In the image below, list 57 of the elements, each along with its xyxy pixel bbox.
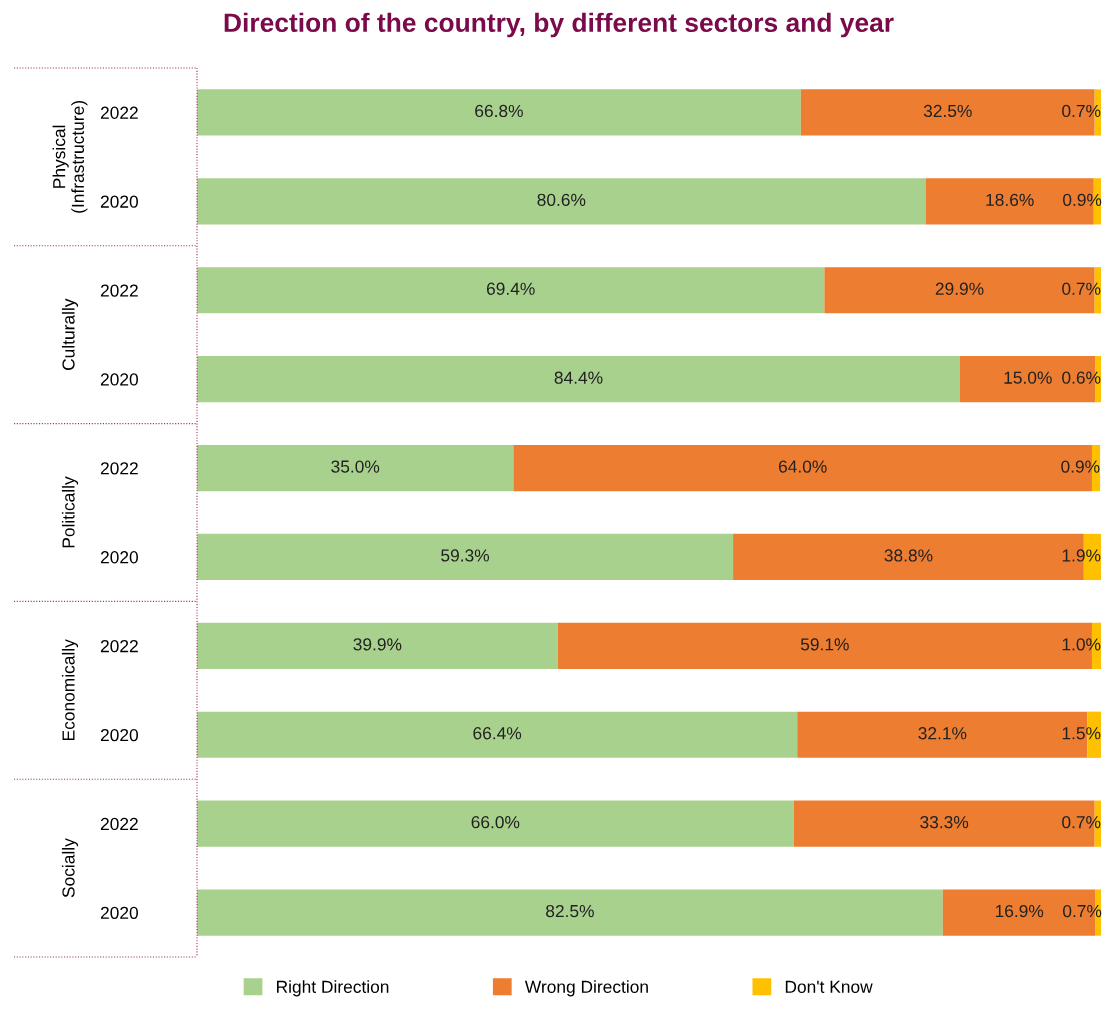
text: Culturally xyxy=(61,298,79,370)
data-label: 32.1% xyxy=(918,727,967,740)
data-label: 59.3% xyxy=(441,549,490,562)
legend-label: Right Direction xyxy=(277,980,389,997)
text: Socially xyxy=(61,838,79,898)
data-label: 0.7% xyxy=(1062,816,1101,829)
y-tick-label: 2022 xyxy=(100,106,138,119)
data-label: 80.6% xyxy=(537,193,586,207)
bar xyxy=(197,267,825,314)
data-label: 64.0% xyxy=(778,460,827,473)
y-tick-label: 2020 xyxy=(100,906,138,920)
data-label: 1.5% xyxy=(1062,727,1101,740)
data-label: 29.9% xyxy=(935,282,984,295)
legend-label: Wrong Direction xyxy=(524,980,648,997)
y-tick-label: 2020 xyxy=(100,728,138,742)
data-label: 35.0% xyxy=(331,460,380,473)
bar xyxy=(197,178,926,225)
data-label: 39.9% xyxy=(353,638,402,651)
data-label: 66.4% xyxy=(473,727,522,740)
data-label: 66.8% xyxy=(475,104,523,118)
bar xyxy=(197,444,514,492)
data-label: 38.8% xyxy=(884,549,933,562)
data-label: 15.0% xyxy=(1004,371,1052,384)
data-label: 0.6% xyxy=(1062,371,1101,384)
y-tick-label: 2020 xyxy=(100,551,138,564)
y-tick-label: 2020 xyxy=(100,195,138,208)
data-label: 0.7% xyxy=(1062,104,1101,118)
bar xyxy=(197,711,798,758)
y-tick-label: 2022 xyxy=(100,284,138,297)
y-tick-label: 2020 xyxy=(100,373,138,386)
y-tick-label: 2022 xyxy=(100,640,138,653)
data-label: 66.0% xyxy=(471,816,520,829)
data-label: 82.5% xyxy=(546,904,594,918)
data-label: 1.9% xyxy=(1062,549,1101,562)
bar xyxy=(197,800,794,847)
y-tick-label: 2022 xyxy=(100,817,138,831)
data-label: 59.1% xyxy=(800,638,849,651)
bar xyxy=(197,89,801,136)
bar xyxy=(197,356,960,403)
data-label: 33.3% xyxy=(920,816,969,829)
bar xyxy=(197,533,734,581)
text: Economically xyxy=(61,639,79,741)
data-label: 69.4% xyxy=(486,282,535,295)
data-label: 0.9% xyxy=(1061,460,1100,473)
legend-label: Don't Know xyxy=(785,980,873,993)
chart-title: Direction of the country, by different sectors and year xyxy=(224,12,894,38)
y-tick-label: 2022 xyxy=(100,462,138,475)
data-label: 18.6% xyxy=(986,193,1034,207)
data-label: 16.9% xyxy=(995,904,1044,918)
bar xyxy=(197,889,943,936)
bar xyxy=(197,622,558,669)
text: Physical (Infrastructure) xyxy=(52,101,88,213)
text: Politically xyxy=(61,476,79,548)
data-label: 84.4% xyxy=(554,371,603,384)
data-label: 1.0% xyxy=(1062,638,1101,651)
data-label: 32.5% xyxy=(923,104,972,118)
data-label: 0.7% xyxy=(1062,282,1101,295)
